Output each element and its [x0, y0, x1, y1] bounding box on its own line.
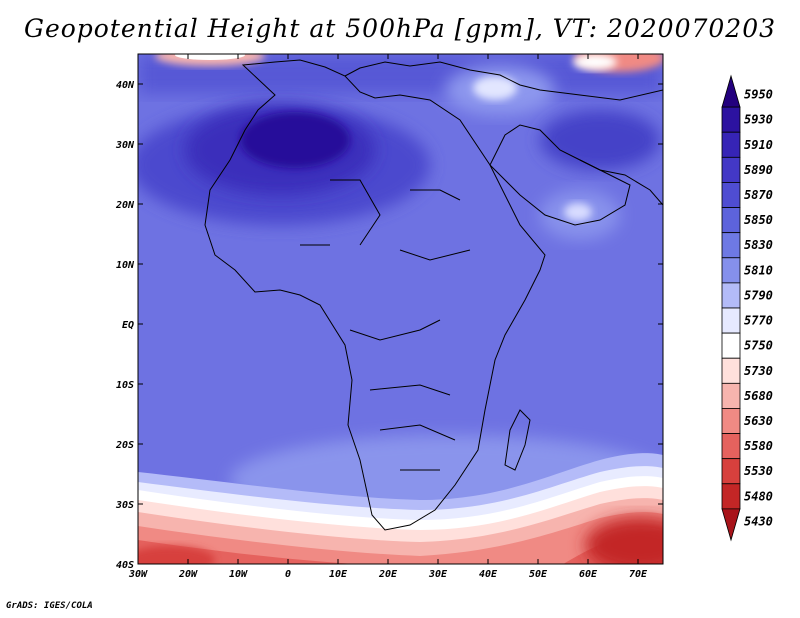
colorbar-label-5770: 5770 [744, 314, 773, 328]
colorbar: 5950 5930 5910 5890 5870 5850 5830 5810 5790 5770… [721, 74, 773, 542]
colorbar-label-5530: 5530 [744, 464, 773, 478]
lon-label-70e: 70E [629, 569, 648, 580]
lon-label-30e: 30E [428, 569, 448, 580]
colorbar-swatch-top [721, 74, 741, 108]
lon-label-20w: 20W [178, 569, 198, 580]
lon-label-10w: 10W [229, 569, 248, 580]
lat-label-20n: 20N [115, 200, 135, 211]
colorbar-swatch [721, 382, 741, 409]
lon-label-10e: 10E [329, 569, 348, 580]
colorbar-swatch-bottom [721, 508, 741, 542]
colorbar-label-5850: 5850 [744, 213, 773, 227]
credit-text: GrADS: IGES/COLA [6, 601, 93, 611]
colorbar-label-5930: 5930 [744, 113, 773, 127]
lat-label-10n: 10N [116, 260, 135, 271]
colorbar-label-5430: 5430 [744, 514, 773, 528]
lat-label-eq: EQ [122, 320, 134, 331]
colorbar-label-5480: 5480 [744, 489, 773, 503]
colorbar-swatch [721, 207, 741, 234]
lon-label-50e: 50E [529, 569, 548, 580]
colorbar-swatch [721, 257, 741, 284]
colorbar-swatch [721, 433, 741, 460]
lat-label-10s: 10S [116, 380, 134, 391]
colorbar-swatch [721, 408, 741, 434]
longitude-labels: 30W 20W 10W 0 10E 20E 30E 40E 50E 60E 70E [128, 569, 648, 580]
colorbar-swatch [721, 282, 741, 309]
colorbar-label-5630: 5630 [744, 414, 773, 428]
latitude-labels: 40N 30N 20N 10N EQ 10S 20S 30S 40S [115, 80, 135, 571]
geopotential-field [138, 54, 663, 564]
map-frame [137, 53, 664, 565]
colorbar-swatch [721, 483, 741, 510]
colorbar-swatch [721, 131, 741, 158]
colorbar-label-5680: 5680 [744, 389, 773, 403]
colorbar-label-5830: 5830 [744, 238, 773, 252]
coastlines [204, 59, 663, 531]
colorbar-label-5790: 5790 [744, 288, 773, 302]
colorbar-label-5870: 5870 [744, 188, 773, 202]
colorbar-label-5730: 5730 [744, 364, 773, 378]
lon-label-30w: 30W [128, 569, 148, 580]
lat-label-30n: 30N [115, 140, 135, 151]
colorbar-swatch [721, 232, 741, 259]
lon-label-40e: 40E [479, 569, 498, 580]
lon-label-20e: 20E [378, 569, 398, 580]
colorbar-swatch [721, 458, 741, 485]
colorbar-label-5910: 5910 [744, 138, 773, 152]
colorbar-swatch [721, 156, 741, 183]
colorbar-label-5950: 5950 [744, 88, 773, 102]
colorbar-swatch [721, 182, 741, 208]
lat-label-20s: 20S [115, 440, 134, 451]
map-title: Geopotential Height at 500hPa [gpm], VT:… [23, 14, 777, 43]
lat-label-40s: 40S [116, 560, 134, 571]
lat-label-40n: 40N [116, 80, 135, 91]
axis-ticks [137, 54, 663, 565]
lon-label-0: 0 [285, 569, 291, 580]
colorbar-label-5890: 5890 [744, 163, 773, 177]
colorbar-label-5580: 5580 [744, 439, 773, 453]
lon-label-60e: 60E [579, 569, 598, 580]
colorbar-swatch [721, 332, 741, 359]
colorbar-swatch [721, 307, 741, 334]
colorbar-label-5750: 5750 [744, 339, 773, 353]
colorbar-label-5810: 5810 [744, 263, 773, 277]
lat-label-30s: 30S [115, 500, 134, 511]
colorbar-swatch [721, 357, 741, 384]
colorbar-swatch [721, 106, 741, 133]
